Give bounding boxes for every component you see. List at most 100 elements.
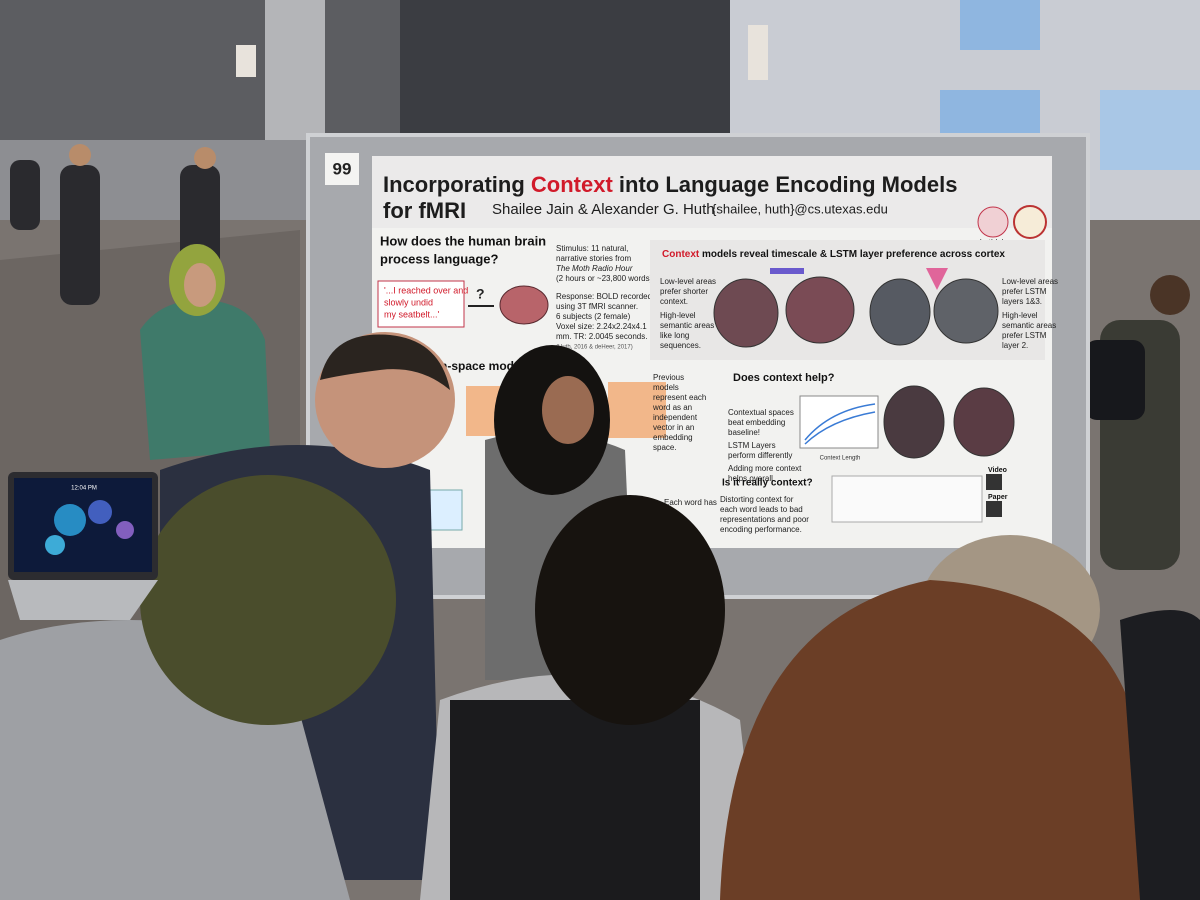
hall-shape: [960, 0, 1040, 50]
stimulus: narrative stories from: [556, 254, 631, 263]
people: [0, 244, 1200, 900]
plot: [831, 475, 983, 523]
note: High-level: [660, 311, 696, 320]
laptop-shape: [8, 580, 158, 620]
people-shape: [1120, 610, 1200, 900]
section-heading: How does the human brain: [380, 233, 546, 248]
note: semantic areas: [1002, 321, 1056, 330]
note: layers 1&3.: [1002, 297, 1042, 306]
people-shape: [450, 700, 700, 900]
question-mark: ?: [476, 286, 485, 302]
brain-image: [499, 285, 549, 325]
results-heading: Context models reveal timescale & LSTM l…: [662, 249, 1005, 260]
people-shape: [320, 334, 450, 390]
hall-shape: [1100, 90, 1200, 170]
colorbar: [770, 268, 804, 274]
brain-map-shape: [785, 276, 855, 344]
help-point: perform differently: [728, 451, 792, 460]
matrix-figure: [608, 382, 666, 438]
laptop-shape: [54, 504, 86, 536]
help-point: baseline!: [728, 428, 760, 437]
laptop-shape: [88, 500, 112, 524]
really-text: each word leads to bad: [720, 505, 803, 514]
plot-line: [804, 403, 876, 445]
response: using 3T fMRI scanner.: [556, 302, 638, 311]
note: sequences.: [660, 341, 701, 350]
brain-map-shape: [883, 385, 945, 459]
stimulus: Stimulus: 11 natural,: [556, 244, 628, 253]
response: 6 subjects (2 female): [556, 312, 631, 321]
section-heading: Is it really context?: [722, 478, 813, 489]
qr-code: [986, 501, 1002, 517]
really-text: representations and poor: [720, 515, 809, 524]
board-number-plate: [325, 153, 359, 185]
hall-shape: [748, 25, 768, 80]
people-shape: [140, 300, 270, 460]
section-heading: Does context help?: [733, 372, 835, 384]
lab-logo: [977, 206, 1009, 238]
response: Response: BOLD recorded: [556, 292, 652, 301]
really-text: Each word has: [664, 498, 717, 507]
help-point: helps overall: [728, 474, 773, 483]
crowd-shape: [69, 144, 91, 166]
people-shape: [542, 376, 594, 444]
embedding-text: independent: [653, 413, 698, 422]
brain-map-shape: [933, 278, 999, 344]
embedding-text: word as an: [652, 403, 692, 412]
embedding-text: vector in an: [653, 423, 694, 432]
note: semantic areas: [660, 321, 714, 330]
title-part: into Language Encoding Models: [613, 172, 958, 197]
hall-shape: [236, 45, 256, 77]
quote: slowly undid: [384, 297, 433, 307]
embedding-text: Previous: [653, 373, 684, 382]
people-shape: [720, 580, 1150, 900]
quote: my seatbelt...': [384, 309, 440, 319]
poster-email: {shailee, huth}@cs.utexas.edu: [712, 201, 888, 216]
heading-text: models reveal timescale & LSTM layer pre…: [699, 249, 1005, 260]
laptop-clock: 12:04 PM: [71, 486, 97, 492]
quote-box: [377, 280, 465, 328]
quote: '...I reached over and: [384, 285, 468, 295]
response: mm. TR: 2.0045 seconds.: [556, 332, 647, 341]
laptop-shape: [116, 521, 134, 539]
embedding-text: embedding: [653, 433, 693, 442]
brain-map-shape: [953, 387, 1015, 457]
stimulus: The Moth Radio Hour: [556, 264, 633, 273]
poster-header: [372, 156, 1052, 228]
poster-title: Incorporating Context into Language Enco…: [383, 172, 957, 197]
board-number: 99: [333, 159, 352, 178]
stimulus: (2 hours or ~23,800 words): [556, 274, 653, 283]
really-text: encoding performance.: [720, 525, 802, 534]
embedding-text: space.: [653, 443, 677, 452]
brain-map: [713, 276, 1015, 459]
note: context.: [660, 297, 688, 306]
embedding-text: models: [653, 383, 679, 392]
people-shape: [535, 495, 725, 725]
laptop: [8, 472, 158, 620]
link-label: Paper: [988, 494, 1008, 501]
title-part: Incorporating: [383, 172, 531, 197]
note: prefer shorter: [660, 287, 708, 296]
people-shape: [140, 475, 396, 725]
note: like long: [660, 331, 689, 340]
crowd-shape: [60, 165, 100, 305]
note: Low-level areas: [1002, 277, 1058, 286]
note: prefer LSTM: [1002, 331, 1047, 340]
embedding-text: represent each: [653, 393, 706, 402]
crowd-shape: [1150, 275, 1190, 315]
brain-map-shape: [869, 278, 931, 346]
note: prefer LSTM: [1002, 287, 1047, 296]
crowd-shape: [194, 147, 216, 169]
poster-title-line2: for fMRI: [383, 198, 466, 223]
help-point: Adding more context: [728, 464, 802, 473]
really-text: Distorting context for: [720, 495, 794, 504]
heading-highlight: Context: [662, 249, 700, 260]
hall-shape: [265, 0, 325, 140]
help-point: beat embedding: [728, 418, 785, 427]
axis-label: Context Length: [820, 456, 861, 462]
response: Voxel size: 2.24x2.24x4.1: [556, 322, 647, 331]
crowd-shape: [1085, 340, 1145, 420]
